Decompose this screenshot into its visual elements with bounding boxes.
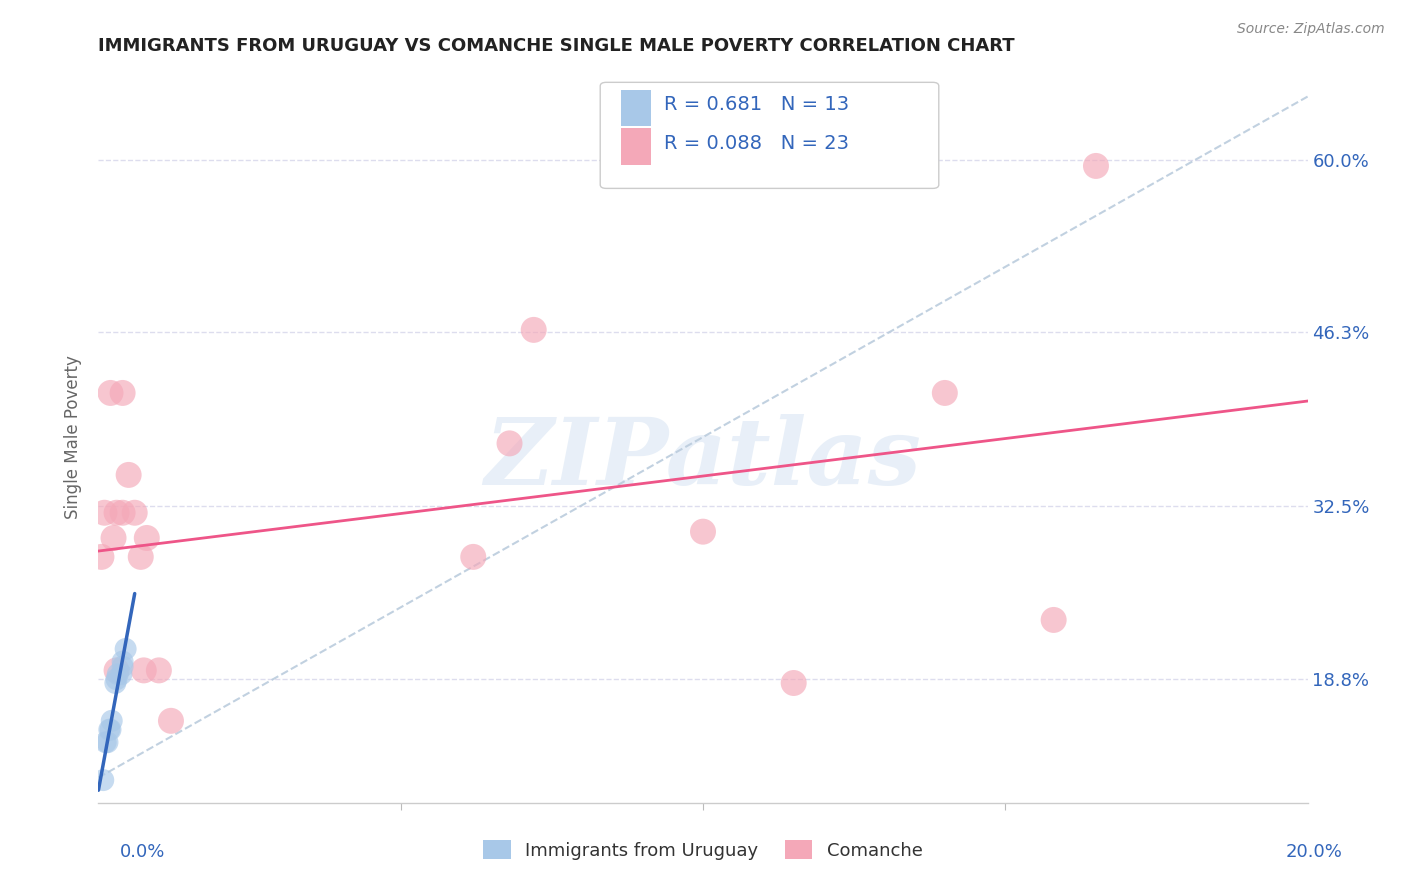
Text: 0.0%: 0.0% xyxy=(120,843,165,861)
Y-axis label: Single Male Poverty: Single Male Poverty xyxy=(65,355,83,519)
Point xyxy=(111,655,134,669)
Point xyxy=(783,676,806,690)
Point xyxy=(692,524,714,539)
Point xyxy=(1042,613,1064,627)
Text: 20.0%: 20.0% xyxy=(1286,843,1343,861)
FancyBboxPatch shape xyxy=(600,82,939,188)
Text: ZIPatlas: ZIPatlas xyxy=(485,414,921,504)
Point xyxy=(111,386,134,401)
Point xyxy=(132,664,155,678)
Point xyxy=(107,667,129,681)
Point xyxy=(111,506,134,520)
Point xyxy=(124,506,146,520)
Point xyxy=(129,549,152,564)
Point xyxy=(100,723,122,737)
Point xyxy=(98,723,121,737)
Point xyxy=(498,436,520,450)
Point xyxy=(118,467,141,482)
Point xyxy=(93,506,115,520)
Text: Source: ZipAtlas.com: Source: ZipAtlas.com xyxy=(1237,22,1385,37)
Point xyxy=(96,735,118,749)
Point xyxy=(94,735,117,749)
Text: IMMIGRANTS FROM URUGUAY VS COMANCHE SINGLE MALE POVERTY CORRELATION CHART: IMMIGRANTS FROM URUGUAY VS COMANCHE SING… xyxy=(98,37,1015,54)
Point xyxy=(90,549,112,564)
Point xyxy=(148,664,170,678)
Point xyxy=(463,549,485,564)
Point xyxy=(100,386,122,401)
Text: R = 0.088   N = 23: R = 0.088 N = 23 xyxy=(664,134,849,153)
Point xyxy=(105,664,128,678)
FancyBboxPatch shape xyxy=(621,90,651,127)
Point xyxy=(1085,159,1108,173)
Text: R = 0.681   N = 13: R = 0.681 N = 13 xyxy=(664,95,849,114)
FancyBboxPatch shape xyxy=(621,128,651,165)
Legend: Immigrants from Uruguay, Comanche: Immigrants from Uruguay, Comanche xyxy=(477,833,929,867)
Point xyxy=(160,714,183,728)
Point xyxy=(111,659,134,673)
Point xyxy=(135,531,157,545)
Point xyxy=(523,323,546,337)
Point xyxy=(934,386,956,401)
Point xyxy=(104,676,127,690)
Point xyxy=(110,667,132,681)
Point xyxy=(103,531,125,545)
Point xyxy=(91,773,114,788)
Point xyxy=(105,506,128,520)
Point xyxy=(105,672,128,686)
Point xyxy=(114,642,136,657)
Point xyxy=(100,714,122,728)
